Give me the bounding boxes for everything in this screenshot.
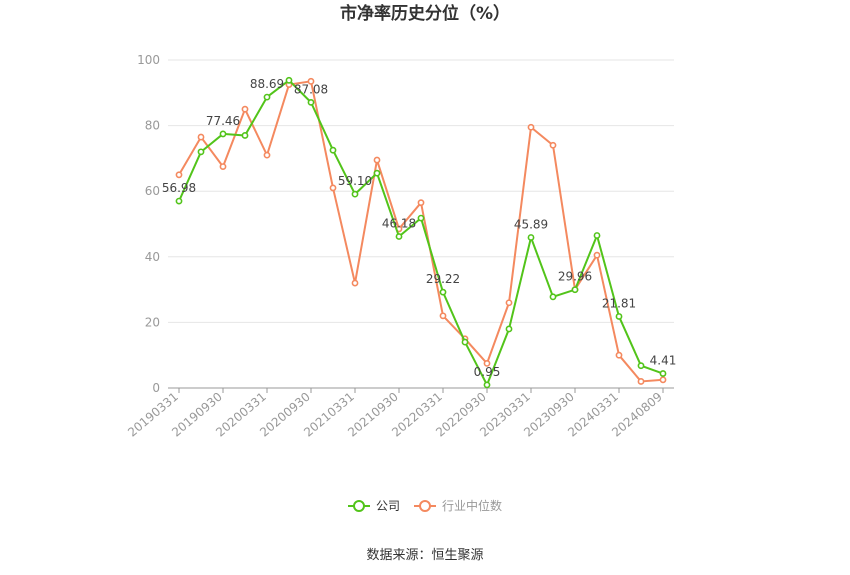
data-point [307, 98, 315, 106]
data-point [439, 288, 447, 296]
data-point [483, 381, 491, 389]
data-point [329, 146, 337, 154]
data-point [505, 325, 513, 333]
legend-item-company[interactable]: 公司 [348, 499, 400, 513]
data-point [615, 351, 623, 359]
series-line [178, 80, 664, 383]
chart-title: 市净率历史分位（%） [340, 3, 510, 24]
data-point [637, 362, 645, 370]
data-point [549, 141, 557, 149]
y-tick-label: 60 [145, 184, 160, 198]
plot-area [175, 76, 667, 389]
data-label: 4.41 [650, 354, 677, 368]
data-point [241, 105, 249, 113]
source-note: 数据来源：恒生聚源 [366, 548, 483, 563]
data-point [637, 378, 645, 385]
data-point [175, 197, 183, 205]
data-point [615, 313, 623, 320]
data-point [241, 132, 249, 139]
y-tick-label: 100 [137, 53, 160, 67]
data-point [505, 299, 513, 307]
data-point [461, 338, 469, 346]
data-label: 88.69 [250, 77, 284, 91]
data-point [527, 123, 535, 131]
data-label: 29.96 [558, 270, 592, 284]
y-tick-label: 20 [145, 315, 160, 329]
legend-marker [353, 500, 365, 512]
data-point [197, 148, 205, 156]
data-label: 29.22 [426, 272, 460, 286]
series-industry-median [175, 77, 667, 385]
data-point [395, 233, 403, 240]
data-label: 21.81 [602, 296, 636, 310]
data-label: 0.95 [474, 365, 501, 379]
legend-label: 行业中位数 [442, 498, 502, 513]
data-point [527, 234, 535, 241]
y-tick-label: 0 [152, 381, 160, 395]
data-label: 59.10 [338, 174, 372, 188]
legend[interactable]: 公司 行业中位数 [348, 498, 502, 513]
data-point [175, 171, 183, 179]
data-point [329, 184, 337, 192]
legend-label: 公司 [376, 499, 400, 513]
data-point [307, 77, 315, 85]
data-label: 46.18 [382, 217, 416, 231]
data-point [593, 251, 601, 259]
data-point [197, 133, 205, 141]
data-point [285, 76, 293, 84]
data-point [219, 130, 227, 138]
data-labels: 56.98 77.46 88.69 87.08 59.10 46.18 29.22 0.95 4… [162, 77, 677, 379]
data-point [373, 156, 381, 164]
grid [168, 59, 674, 323]
data-point [549, 293, 557, 301]
data-point [439, 312, 447, 320]
y-tick-label: 40 [145, 250, 160, 264]
data-point [417, 214, 425, 222]
legend-item-industry-median[interactable]: 行业中位数 [414, 498, 502, 513]
data-point [593, 232, 601, 239]
data-label: 56.98 [162, 181, 196, 195]
data-label: 87.08 [294, 82, 328, 96]
data-point [219, 163, 227, 170]
data-point [263, 151, 271, 159]
legend-marker [419, 500, 431, 512]
y-axis: 0 20 40 60 80 100 [137, 53, 160, 395]
data-point [483, 359, 491, 367]
data-label: 77.46 [206, 114, 240, 128]
data-point [571, 286, 579, 294]
x-axis: 2019033120190930202003312020093020210331… [125, 387, 674, 440]
data-label: 45.89 [514, 217, 548, 231]
y-tick-label: 80 [145, 119, 160, 133]
data-point [417, 199, 425, 207]
data-point [351, 279, 359, 287]
data-point [659, 370, 667, 377]
data-point [373, 169, 381, 177]
data-point [263, 93, 271, 101]
series-company [175, 76, 667, 389]
data-point [351, 190, 359, 198]
data-point [659, 376, 667, 384]
